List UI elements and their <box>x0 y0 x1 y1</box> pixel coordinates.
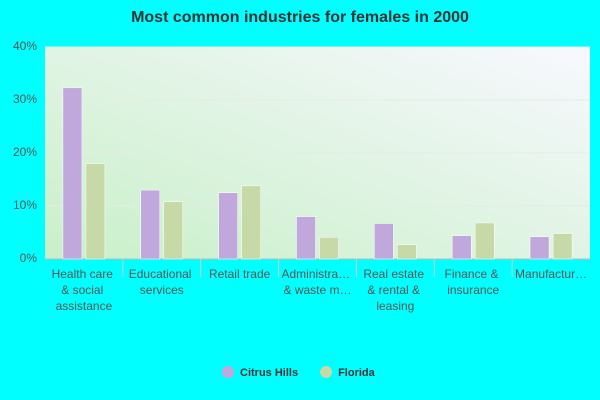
bar <box>140 189 161 260</box>
legend-swatch <box>222 366 234 378</box>
legend-swatch <box>320 366 333 378</box>
bar <box>474 222 495 260</box>
y-tick-label: 30% <box>13 92 37 106</box>
bar <box>374 223 394 260</box>
x-tick-label: Health care & social assistance <box>52 267 117 313</box>
x-tick-label: Real estate & rental & leasing <box>363 267 427 313</box>
bar <box>552 233 573 260</box>
legend-label: Florida <box>338 367 376 379</box>
y-tick-label: 20% <box>13 145 37 159</box>
bar <box>529 236 550 260</box>
bar <box>62 87 83 260</box>
y-tick-label: 40% <box>13 39 37 53</box>
bar <box>163 201 184 260</box>
bar <box>397 244 417 260</box>
bar <box>296 216 316 260</box>
x-tick-label: Administra… & waste m… <box>281 267 353 297</box>
y-tick-label: 0% <box>20 251 38 265</box>
legend-label: Citrus Hills <box>240 367 298 379</box>
bar <box>451 235 472 260</box>
bar <box>218 192 238 260</box>
bar <box>85 163 106 260</box>
bar <box>241 185 261 260</box>
x-tick-label: Manufactur… <box>515 267 587 281</box>
chart-title: Most common industries for females in 20… <box>131 9 469 26</box>
bar <box>319 237 339 260</box>
x-tick-label: Retail trade <box>209 267 271 281</box>
x-tick-label: Educational services <box>129 267 195 297</box>
x-tick-label: Finance & insurance <box>445 267 502 297</box>
y-tick-label: 10% <box>13 198 37 212</box>
